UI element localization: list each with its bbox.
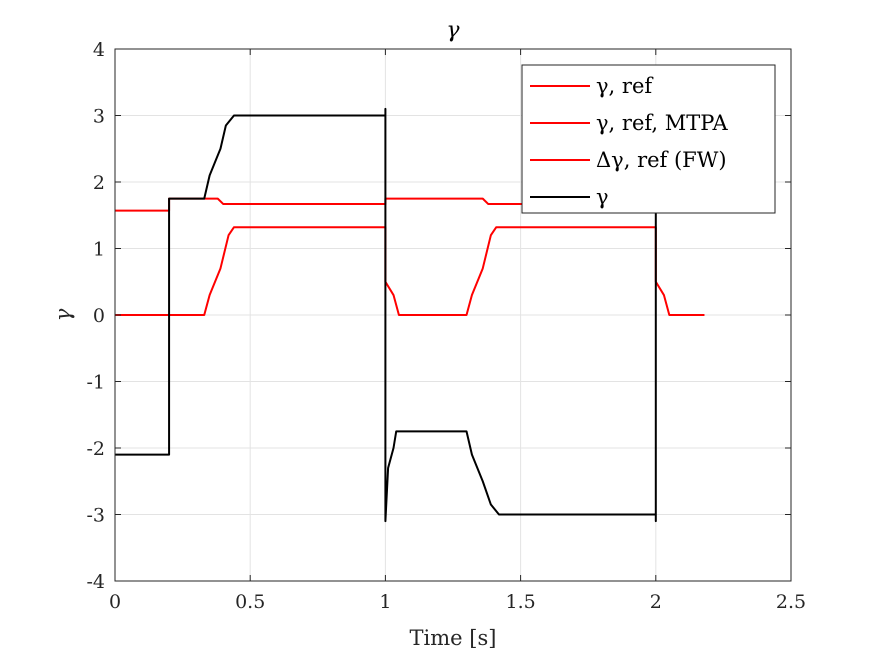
legend-entry-label: γ bbox=[596, 185, 609, 209]
y-tick-label: 0 bbox=[93, 305, 105, 327]
x-tick-label: 2 bbox=[650, 591, 662, 613]
x-tick-label: 0 bbox=[109, 591, 121, 613]
y-tick-label: -4 bbox=[86, 571, 105, 593]
y-tick-label: 1 bbox=[93, 239, 105, 261]
legend-box bbox=[521, 64, 776, 214]
x-tick-label: 1 bbox=[379, 591, 391, 613]
y-tick-label: -2 bbox=[86, 438, 105, 460]
y-axis-label: γ bbox=[51, 308, 75, 321]
y-tick-label: -1 bbox=[86, 372, 105, 394]
x-tick-label: 1.5 bbox=[505, 591, 535, 613]
series-line-1 bbox=[115, 226, 705, 316]
y-tick-label: -3 bbox=[86, 505, 105, 527]
x-tick-label: 0.5 bbox=[235, 591, 265, 613]
chart-title: γ bbox=[446, 18, 460, 43]
y-tick-label: 3 bbox=[93, 106, 105, 128]
y-tick-label: 4 bbox=[93, 39, 105, 61]
x-axis-label: Time [s] bbox=[410, 626, 497, 650]
x-tick-label: 2.5 bbox=[776, 591, 806, 613]
legend-entry-label: Δγ, ref (FW) bbox=[596, 148, 727, 172]
series-line-3 bbox=[115, 107, 657, 523]
y-tick-label: 2 bbox=[93, 172, 105, 194]
legend-entry-label: γ, ref bbox=[596, 74, 654, 98]
axis-ticks: 0 0.5 1 1.5 2 2.5 -4 -3 -2 -1 0 1 2 3 4 bbox=[86, 39, 806, 613]
legend-entry-label: γ, ref, MTPA bbox=[596, 111, 728, 135]
legend: γ, ref γ, ref, MTPA Δγ, ref (FW) γ bbox=[521, 64, 776, 214]
